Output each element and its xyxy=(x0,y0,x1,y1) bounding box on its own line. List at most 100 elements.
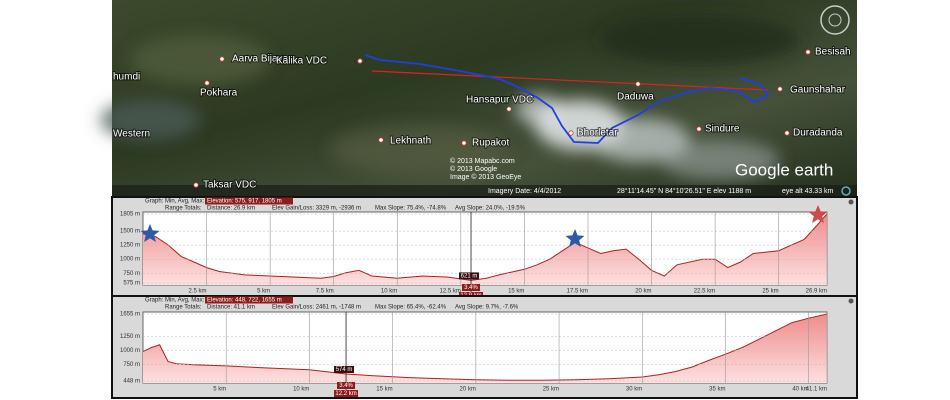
place-label: Hansapur VDC xyxy=(466,95,533,106)
x-tick-label: 2.5 km xyxy=(189,289,207,295)
distance: Distance: 26.9 km xyxy=(207,206,255,212)
cursor-elevation-box xyxy=(334,366,355,374)
place-label: humdi xyxy=(113,72,140,83)
attribution: © 2013 Google xyxy=(450,165,497,173)
x-tick-label: 15 km xyxy=(376,387,392,393)
distance: Distance: 41.1 km xyxy=(207,305,255,311)
attribution: Image © 2013 GeoEye xyxy=(450,173,521,181)
place-marker xyxy=(506,106,512,112)
x-tick-label: 20 km xyxy=(460,387,476,393)
status-icon xyxy=(841,186,851,196)
y-tick-label: 750 m xyxy=(123,271,140,277)
y-tick-label: 1500 m xyxy=(120,229,140,235)
cursor-slope-box xyxy=(462,284,481,291)
cursor-slope-box xyxy=(337,382,356,389)
y-tick-label: 1250 m xyxy=(120,334,140,340)
attribution: © 2013 Mapabc.com xyxy=(450,157,515,165)
place-label: Duradanda xyxy=(793,128,843,139)
place-marker xyxy=(219,56,225,62)
star-marker xyxy=(140,224,160,242)
x-tick-label: 40 km xyxy=(792,387,808,393)
place-label: Taksar VDC xyxy=(203,180,256,191)
y-tick-label: 1000 m xyxy=(120,257,140,263)
place-label: Gaunshahar xyxy=(790,85,846,96)
x-tick-label: 5 km xyxy=(257,289,270,295)
place-label: Lekhnath xyxy=(390,136,431,147)
x-tick-label: 26.9 km xyxy=(806,289,827,295)
x-tick-label: 25 km xyxy=(762,289,778,295)
panel-frame xyxy=(111,295,858,399)
place-label: Pokhara xyxy=(200,88,238,99)
range-label: Range Totals: xyxy=(165,206,202,212)
x-tick-label: 30 km xyxy=(626,387,642,393)
y-tick-label: 1805 m xyxy=(120,212,140,218)
x-tick-label: 41.1 km xyxy=(806,387,827,393)
elevation-line xyxy=(142,213,828,281)
logo: Google earth xyxy=(735,160,833,179)
y-tick-label: 575 m xyxy=(123,281,140,287)
coordinates: 28°11'14.45" N 84°10'26.51" E elev 1188 … xyxy=(617,187,751,195)
x-tick-label: 7.5 km xyxy=(316,289,334,295)
y-tick-label: 1655 m xyxy=(120,312,140,318)
place-label: Rupakot xyxy=(472,138,509,149)
place-marker xyxy=(635,81,641,87)
cursor-distance-box xyxy=(334,390,359,397)
cursor-elevation: 574 m xyxy=(336,367,353,373)
place-marker xyxy=(568,130,574,136)
elevation-stats: Elevation: 448, 722, 1655 m xyxy=(207,298,282,304)
measure-line xyxy=(371,70,769,91)
x-tick-label: 15 km xyxy=(508,289,524,295)
cursor-slope: 3.4% xyxy=(464,285,478,291)
x-tick-label: 20 km xyxy=(635,289,651,295)
elevation-profile: Graph: Min, Avg, Max: Elevation: 575, 917,… xyxy=(111,196,858,299)
annotation-stars xyxy=(140,205,828,247)
elev-gain-loss: Elev Gain/Loss: 3329 m, -2936 m xyxy=(272,206,361,212)
imagery-date: Imagery Date: 4/4/2012 xyxy=(488,188,561,195)
status-bar xyxy=(112,185,857,197)
place-label: Western xyxy=(113,129,150,140)
x-tick-label: 17.5 km xyxy=(567,289,588,295)
close-button xyxy=(848,298,854,304)
elevation-stats: Elevation: 575, 917, 1805 m xyxy=(207,199,282,205)
star-marker xyxy=(808,205,828,223)
eye-altitude: eye alt 43.33 km xyxy=(782,188,834,195)
place-marker xyxy=(461,140,467,146)
place-marker xyxy=(204,80,210,86)
x-tick-label: 35 km xyxy=(709,387,725,393)
place-marker xyxy=(378,137,384,143)
place-marker xyxy=(784,130,790,136)
route-path xyxy=(364,54,770,144)
place-label: Besisah xyxy=(815,47,851,58)
place-marker xyxy=(805,49,811,55)
graph-label: Graph: xyxy=(145,298,164,304)
place-label: Daduwa xyxy=(617,92,654,103)
elevation-area xyxy=(143,314,827,383)
range-label: Range Totals: xyxy=(165,305,202,311)
y-tick-label: 750 m xyxy=(123,362,140,368)
elevation-area xyxy=(143,214,827,285)
place-marker xyxy=(193,182,199,188)
max-slope: Max Slope: 65.4%, -62.4% xyxy=(375,305,447,311)
cursor-slope: 3.4% xyxy=(339,383,353,389)
avg-slope: Avg Slope: 24.0%, -19.5% xyxy=(455,206,526,212)
x-tick-label: 12.5 km xyxy=(440,289,461,295)
x-tick-label: 10 km xyxy=(293,387,309,393)
x-tick-label: 10 km xyxy=(381,289,397,295)
cursor-elevation: 621 m xyxy=(461,273,478,279)
y-tick-label: 1000 m xyxy=(120,348,140,354)
selected-stat xyxy=(205,296,293,304)
x-tick-label: 25 km xyxy=(543,387,559,393)
elev-gain-loss: Elev Gain/Loss: 2461 m, -1748 m xyxy=(272,305,361,311)
place-marker xyxy=(777,86,783,92)
avg-slope: Avg Slope: 9.7%, -7.6% xyxy=(455,305,519,311)
stats-label: Min, Avg, Max: xyxy=(165,199,205,205)
elevation-profile: Graph: Min, Avg, Max: Elevation: 448, 722,… xyxy=(111,295,858,399)
place-label: Aarva Bijaya xyxy=(232,54,289,65)
cursor-distance: 12.2 km xyxy=(335,391,356,397)
cursor-elevation-box xyxy=(459,272,480,280)
place-marker xyxy=(696,126,702,132)
place-marker xyxy=(357,58,363,64)
